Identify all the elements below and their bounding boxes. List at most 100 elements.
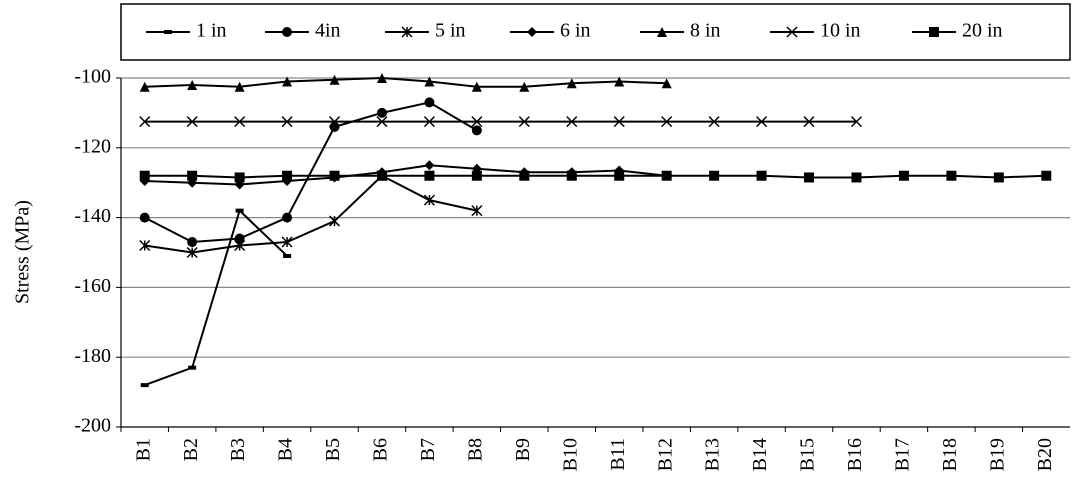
marker-shape [756, 170, 767, 181]
marker [139, 116, 151, 128]
series-line [144, 101, 478, 244]
marker [188, 365, 197, 370]
marker-shape [709, 170, 720, 181]
marker-shape [376, 170, 387, 181]
marker [929, 27, 939, 37]
marker [329, 121, 340, 132]
marker [519, 81, 530, 92]
x-tick-label: B8 [464, 438, 486, 461]
marker [898, 170, 909, 181]
marker [756, 170, 767, 181]
marker [423, 194, 435, 206]
marker-shape [424, 76, 435, 87]
marker-shape [850, 116, 863, 128]
series-line [144, 76, 667, 88]
marker-shape [613, 116, 625, 128]
marker [376, 107, 387, 118]
marker [566, 78, 577, 89]
marker [186, 246, 198, 259]
marker-shape [329, 74, 340, 85]
marker [187, 170, 198, 181]
x-tick-label: B12 [654, 438, 676, 471]
marker-shape [424, 97, 435, 108]
marker [139, 81, 150, 92]
legend-label: 4in [315, 20, 341, 42]
marker-shape [424, 170, 435, 181]
legend-box [120, 3, 1071, 61]
x-tick-label: B7 [417, 438, 439, 461]
marker [613, 116, 625, 128]
marker-shape [282, 27, 292, 37]
marker [376, 116, 388, 128]
marker-shape [139, 212, 150, 223]
marker [993, 172, 1004, 183]
marker-shape [946, 170, 957, 181]
marker [803, 116, 815, 128]
marker-shape [929, 27, 939, 37]
marker-shape [401, 26, 413, 38]
marker [850, 116, 863, 128]
marker [235, 208, 244, 213]
marker [471, 170, 482, 181]
marker-shape [329, 121, 340, 132]
legend-label: 10 in [820, 20, 861, 42]
marker-shape [187, 79, 198, 90]
marker [614, 170, 625, 181]
marker [187, 237, 198, 248]
marker [661, 170, 672, 181]
marker [424, 97, 435, 108]
marker-shape [376, 116, 388, 128]
marker [786, 26, 798, 38]
marker-shape [283, 253, 292, 258]
marker [471, 81, 482, 92]
y-tick-label: -100 [74, 66, 111, 88]
x-tick-label: B13 [702, 438, 724, 471]
marker [518, 116, 530, 128]
marker-shape [281, 236, 293, 248]
marker [234, 233, 245, 244]
legend-label: 8 in [690, 20, 721, 42]
marker [471, 205, 483, 217]
marker-shape [234, 172, 245, 183]
marker-shape [661, 170, 672, 181]
marker [329, 74, 340, 85]
marker [281, 236, 293, 248]
marker [851, 172, 862, 183]
marker-shape [164, 30, 172, 34]
marker-shape [139, 170, 150, 181]
marker [139, 212, 150, 223]
marker-shape [756, 116, 768, 128]
marker [234, 116, 246, 128]
marker-shape [282, 212, 293, 223]
marker-shape [424, 160, 435, 171]
x-tick-label: B18 [939, 438, 961, 471]
marker-shape [140, 383, 149, 388]
marker-shape [566, 78, 577, 89]
marker-shape [898, 170, 909, 181]
marker-shape [851, 172, 862, 183]
marker [424, 170, 435, 181]
marker [566, 116, 578, 128]
marker-shape [657, 27, 667, 37]
x-tick-label: B6 [370, 438, 392, 461]
marker-shape [234, 239, 246, 252]
marker [234, 81, 245, 92]
marker-shape [187, 237, 198, 248]
marker-shape [423, 116, 435, 128]
marker-shape [518, 116, 530, 128]
marker [187, 79, 198, 90]
marker-shape [993, 172, 1004, 183]
x-tick-label: B3 [227, 438, 249, 461]
marker [519, 170, 530, 181]
marker-shape [661, 116, 673, 128]
marker [424, 76, 435, 87]
y-tick-label: -140 [74, 205, 111, 227]
marker [328, 215, 341, 227]
marker [709, 170, 720, 181]
marker-shape [186, 116, 198, 128]
marker-shape [234, 116, 246, 128]
series-line [144, 208, 288, 387]
marker-shape [376, 107, 387, 118]
marker-shape [328, 116, 341, 128]
marker-shape [376, 73, 387, 83]
